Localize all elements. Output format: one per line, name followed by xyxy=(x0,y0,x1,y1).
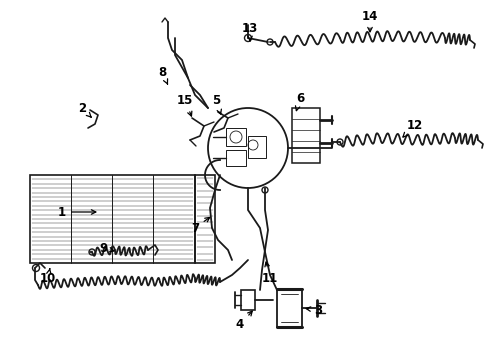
Bar xyxy=(292,108,320,163)
Bar xyxy=(248,136,266,158)
Text: 12: 12 xyxy=(403,118,423,137)
Bar xyxy=(226,150,246,166)
Text: 6: 6 xyxy=(295,91,304,111)
Bar xyxy=(277,289,302,327)
Text: 2: 2 xyxy=(78,102,91,117)
Bar xyxy=(241,290,255,310)
Text: 15: 15 xyxy=(177,94,193,116)
Text: 13: 13 xyxy=(242,22,258,41)
Text: 5: 5 xyxy=(212,94,221,114)
Circle shape xyxy=(208,108,288,188)
Bar xyxy=(226,128,246,146)
Text: 9: 9 xyxy=(99,242,114,255)
Text: 8: 8 xyxy=(158,66,168,84)
Text: 11: 11 xyxy=(262,262,278,284)
Text: 7: 7 xyxy=(191,217,210,234)
Text: 1: 1 xyxy=(58,206,96,219)
Text: 10: 10 xyxy=(40,269,56,284)
Text: 4: 4 xyxy=(236,311,252,332)
Text: 3: 3 xyxy=(306,303,322,316)
Text: 14: 14 xyxy=(362,9,378,32)
Bar xyxy=(195,175,215,263)
Bar xyxy=(30,175,195,263)
